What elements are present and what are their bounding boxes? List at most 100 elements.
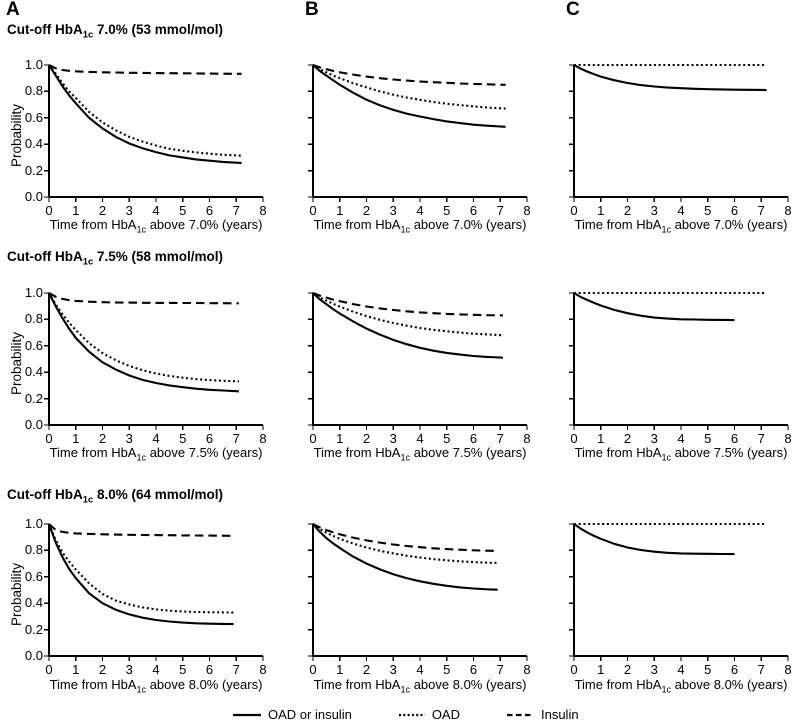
- x-tick-label: 5: [179, 203, 187, 218]
- dotted-line-icon: [398, 713, 425, 716]
- y-tick-label: 1.0: [24, 57, 43, 72]
- x-tick-label: 0: [570, 203, 578, 218]
- x-axis-label-text: Time from HbA: [49, 677, 137, 692]
- x-tick-label: 2: [98, 662, 107, 677]
- legend-item-oad-or-insulin: OAD or insulin: [232, 707, 352, 722]
- x-tick-label: 6: [205, 431, 214, 446]
- x-tick-label: 2: [362, 662, 371, 677]
- row-title-text: Cut-off HbA: [7, 487, 83, 502]
- x-tick-label: 4: [677, 431, 685, 446]
- x-tick-label: 8: [523, 203, 531, 218]
- x-axis-label: Time from HbA1c above 7.5% (years): [49, 445, 263, 463]
- x-axis-label: Time from HbA1c above 7.5% (years): [574, 445, 788, 463]
- x-tick-label: 5: [704, 662, 712, 677]
- x-tick-label: 7: [232, 662, 240, 677]
- x-axis-label-text: above 7.0% (years): [146, 217, 263, 232]
- x-tick-label: 2: [362, 431, 371, 446]
- curve-solid: [573, 64, 767, 92]
- x-tick-label: 8: [784, 203, 792, 218]
- x-tick-label: 6: [205, 662, 214, 677]
- x-tick-label: 0: [45, 203, 53, 218]
- x-axis-label: Time from HbA1c above 7.0% (years): [49, 217, 263, 234]
- x-tick-label: 0: [570, 662, 578, 677]
- x-axis-label: Time from HbA1c above 8.0% (years): [574, 677, 788, 695]
- x-axis-label-text: Time from HbA: [49, 217, 137, 232]
- x-tick-label: 6: [730, 662, 739, 677]
- x-tick-label: 8: [784, 431, 792, 446]
- curve-solid: [312, 64, 506, 128]
- x-tick-label: 7: [496, 431, 504, 446]
- y-tick-label: 0.8: [24, 83, 43, 99]
- y-tick-label: 0.6: [24, 337, 43, 353]
- x-tick-label: 2: [362, 203, 371, 218]
- x-tick-label: 1: [72, 662, 80, 677]
- y-axis-label: Probability: [9, 562, 24, 626]
- curve-dashed: [312, 292, 503, 317]
- y-axis-label: Probability: [9, 103, 24, 167]
- hba1c-subscript: 1c: [136, 684, 147, 695]
- x-axis-label: Time from HbA1c above 8.0% (years): [313, 677, 527, 695]
- x-axis-label-text: above 7.5% (years): [671, 445, 788, 460]
- hba1c-subscript: 1c: [400, 684, 411, 695]
- curve-solid: [312, 523, 498, 591]
- x-tick-label: 5: [443, 203, 451, 218]
- x-tick-label: 7: [496, 662, 504, 677]
- x-tick-label: 1: [597, 203, 605, 218]
- panel-label-a: A: [6, 0, 20, 20]
- x-tick-label: 3: [650, 203, 658, 218]
- x-axis-label-text: above 8.0% (years): [410, 677, 527, 692]
- y-axis-label: Probability: [9, 331, 24, 395]
- x-axis-label: Time from HbA1c above 7.0% (years): [574, 217, 788, 234]
- x-axis-label: Time from HbA1c above 7.0% (years): [313, 217, 527, 234]
- x-tick-label: 6: [469, 662, 478, 677]
- y-tick-label: 0.6: [24, 109, 43, 125]
- x-axis-label-text: above 7.5% (years): [410, 445, 527, 460]
- row-title-cutoff-8-0: Cut-off HbA1c 8.0% (64 mmol/mol): [7, 487, 223, 505]
- x-tick-label: 7: [757, 203, 765, 218]
- x-tick-label: 3: [389, 662, 397, 677]
- x-tick-label: 3: [650, 662, 658, 677]
- curve-solid: [312, 292, 504, 359]
- curve-solid: [573, 292, 735, 322]
- x-tick-label: 7: [757, 431, 765, 446]
- x-tick-label: 3: [650, 431, 658, 446]
- legend-label: OAD or insulin: [268, 707, 352, 722]
- x-tick-label: 4: [152, 203, 160, 218]
- curve-dashed: [48, 292, 239, 305]
- curve-dashed: [312, 523, 498, 552]
- x-tick-label: 7: [757, 662, 765, 677]
- hba1c-subscript: 1c: [661, 452, 672, 463]
- x-tick-label: 3: [125, 662, 133, 677]
- hba1c-subscript: 1c: [136, 452, 147, 463]
- x-axis-label-text: Time from HbA: [313, 677, 401, 692]
- y-tick-label: 0.8: [24, 542, 43, 558]
- x-axis-label-text: above 7.0% (years): [671, 217, 788, 232]
- x-tick-label: 3: [125, 431, 133, 446]
- y-tick-label: 0.4: [24, 136, 43, 152]
- x-tick-label: 7: [496, 203, 504, 218]
- x-tick-label: 1: [597, 662, 605, 677]
- x-axis-label-text: Time from HbA: [313, 445, 401, 460]
- dashed-line-icon: [506, 713, 534, 716]
- y-tick-label: 1.0: [24, 285, 43, 300]
- x-axis-label-text: above 7.0% (years): [410, 217, 527, 232]
- curve-solid: [573, 523, 735, 556]
- curve-dashed: [48, 64, 242, 75]
- x-axis-label-text: Time from HbA: [574, 445, 662, 460]
- x-tick-label: 1: [72, 203, 80, 218]
- x-tick-label: 0: [309, 662, 317, 677]
- x-tick-label: 5: [443, 662, 451, 677]
- x-tick-label: 0: [309, 203, 317, 218]
- x-tick-label: 3: [389, 203, 397, 218]
- curve-dotted: [48, 64, 242, 157]
- x-tick-label: 8: [784, 662, 792, 677]
- hba1c-subscript: 1c: [661, 684, 672, 695]
- x-tick-label: 8: [523, 662, 531, 677]
- y-tick-label: 0.2: [24, 162, 43, 178]
- hba1c-subscript: 1c: [82, 494, 94, 506]
- hba1c-subscript: 1c: [400, 452, 411, 463]
- x-tick-label: 0: [570, 431, 578, 446]
- x-tick-label: 1: [597, 431, 605, 446]
